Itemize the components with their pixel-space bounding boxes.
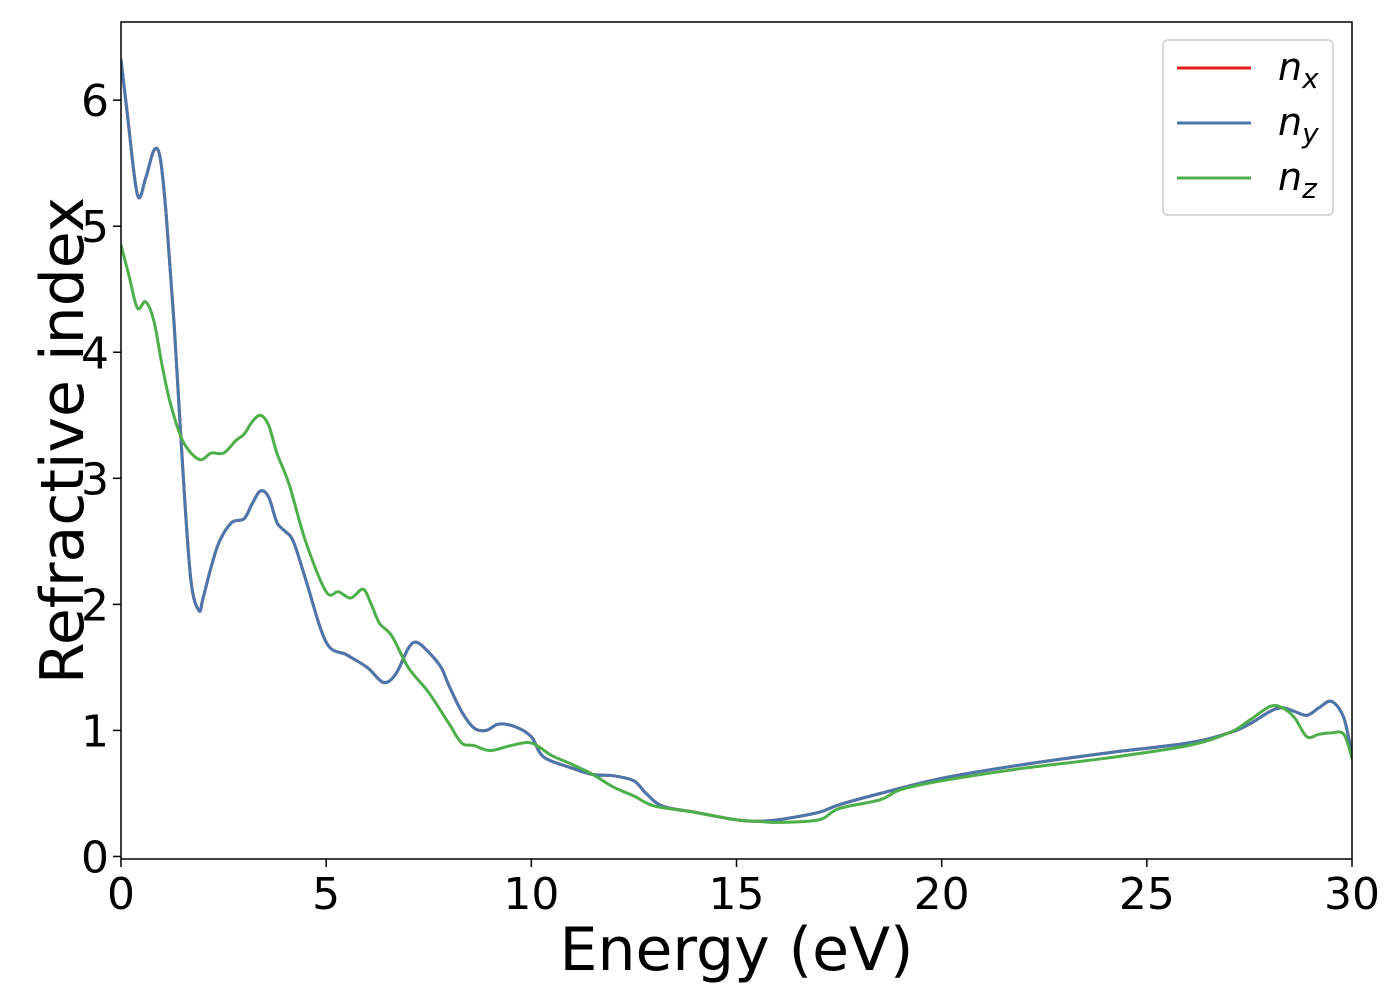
x-tick-label: 5: [312, 869, 340, 920]
series-line-nz: [121, 243, 1352, 824]
x-axis-ticks: 0 5 10 15 20 25 30: [107, 859, 1380, 920]
series-layer: [121, 58, 1352, 824]
legend-label-nz: nz: [1278, 155, 1318, 205]
x-tick-label: 25: [1119, 869, 1175, 920]
legend-label-nx: nx: [1278, 45, 1319, 95]
x-tick-label: 10: [503, 869, 559, 920]
x-tick-label: 30: [1324, 869, 1380, 920]
x-tick-label: 0: [107, 869, 135, 920]
y-axis-ticks: 0 1 2 3 4 5 6: [81, 76, 121, 883]
y-tick-label: 0: [81, 832, 109, 883]
y-tick-label: 4: [81, 328, 109, 379]
legend-label-ny: ny: [1278, 100, 1319, 150]
y-axis-title: Refractive index: [28, 197, 98, 684]
y-tick-label: 1: [81, 706, 109, 757]
x-axis-title: Energy (eV): [560, 915, 914, 985]
y-tick-label: 3: [81, 454, 109, 505]
series-line-ny: [121, 58, 1352, 823]
y-tick-label: 5: [81, 202, 109, 253]
x-tick-label: 15: [709, 869, 765, 920]
y-tick-label: 6: [81, 76, 109, 127]
x-tick-label: 20: [914, 869, 970, 920]
legend-box: [1162, 39, 1334, 216]
y-tick-label: 2: [81, 580, 109, 631]
